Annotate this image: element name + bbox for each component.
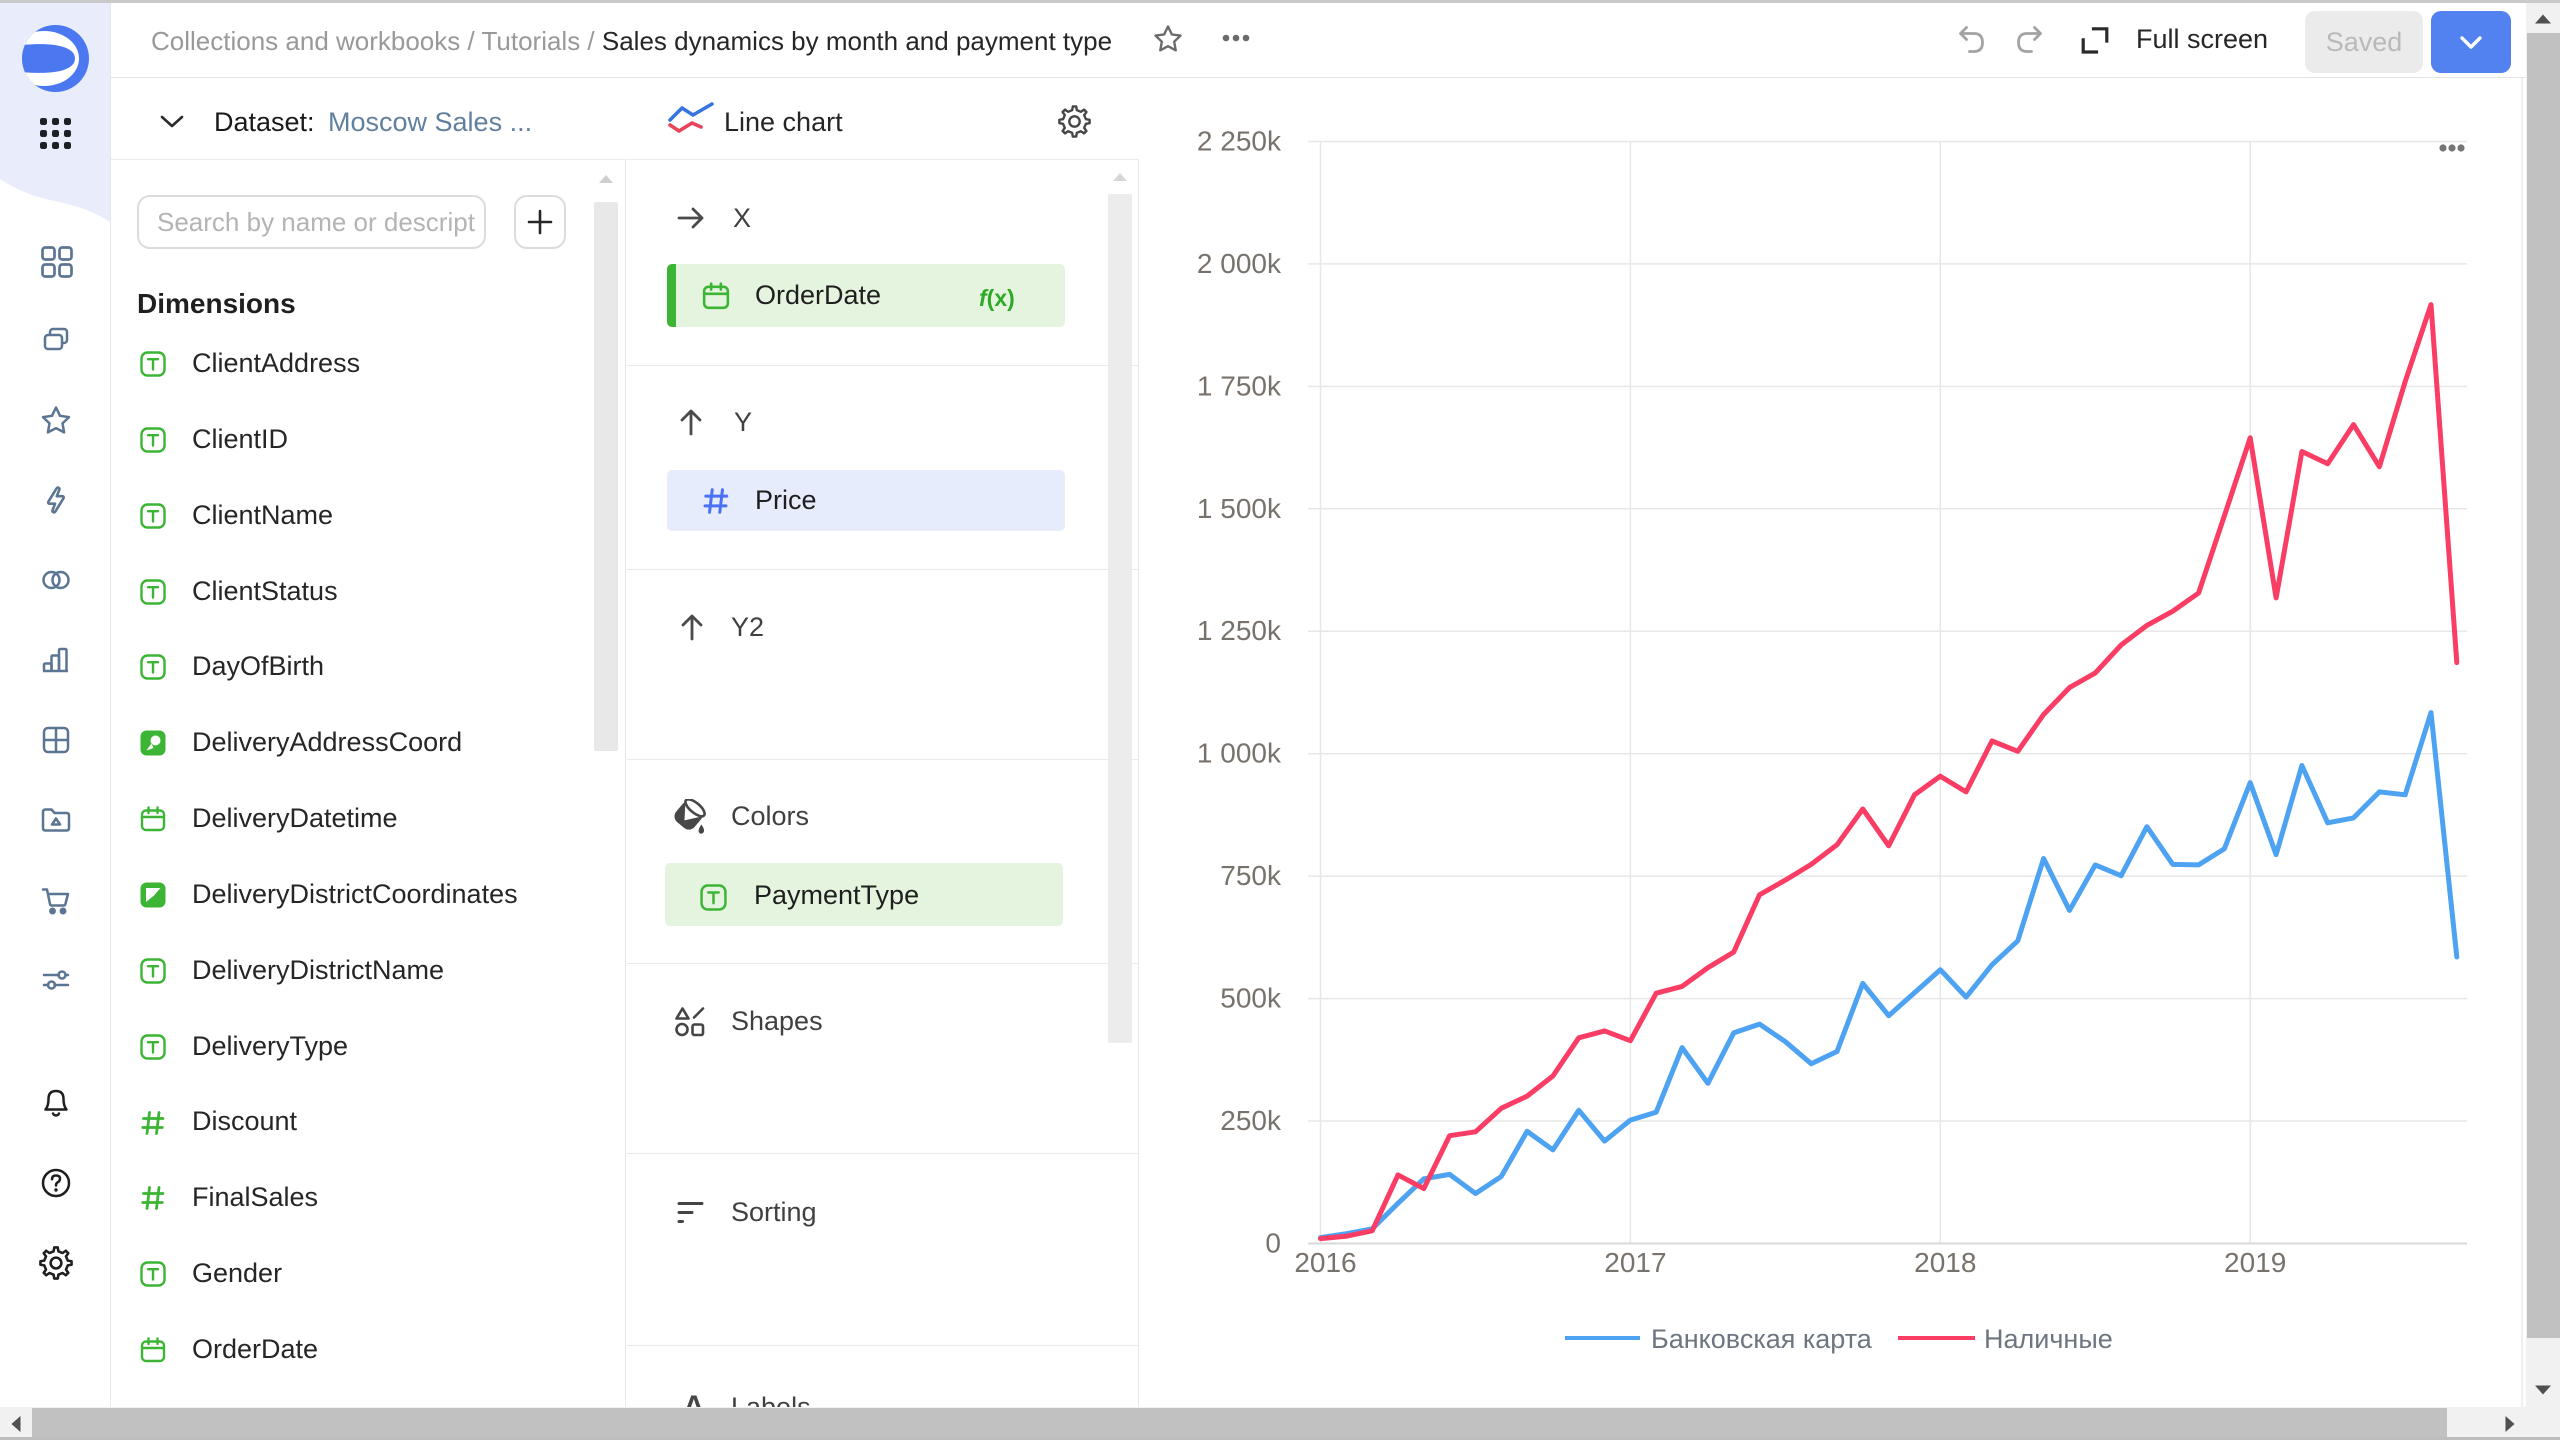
svg-text:0: 0 — [1265, 1228, 1281, 1259]
svg-text:2 000k: 2 000k — [1197, 248, 1282, 279]
svg-text:750k: 750k — [1220, 860, 1282, 891]
svg-text:2 250k: 2 250k — [1197, 126, 1282, 157]
svg-text:2016: 2016 — [1294, 1247, 1356, 1278]
svg-text:2018: 2018 — [1914, 1247, 1976, 1278]
svg-text:1 250k: 1 250k — [1197, 615, 1282, 646]
svg-text:1 750k: 1 750k — [1197, 370, 1282, 401]
svg-text:1 500k: 1 500k — [1197, 493, 1282, 524]
svg-text:2019: 2019 — [2224, 1247, 2286, 1278]
svg-text:2017: 2017 — [1604, 1247, 1666, 1278]
svg-text:Наличные: Наличные — [1984, 1324, 2113, 1354]
svg-text:500k: 500k — [1220, 983, 1282, 1014]
svg-text:Банковская карта: Банковская карта — [1651, 1324, 1873, 1354]
svg-text:1 000k: 1 000k — [1197, 738, 1282, 769]
svg-text:250k: 250k — [1220, 1105, 1282, 1136]
